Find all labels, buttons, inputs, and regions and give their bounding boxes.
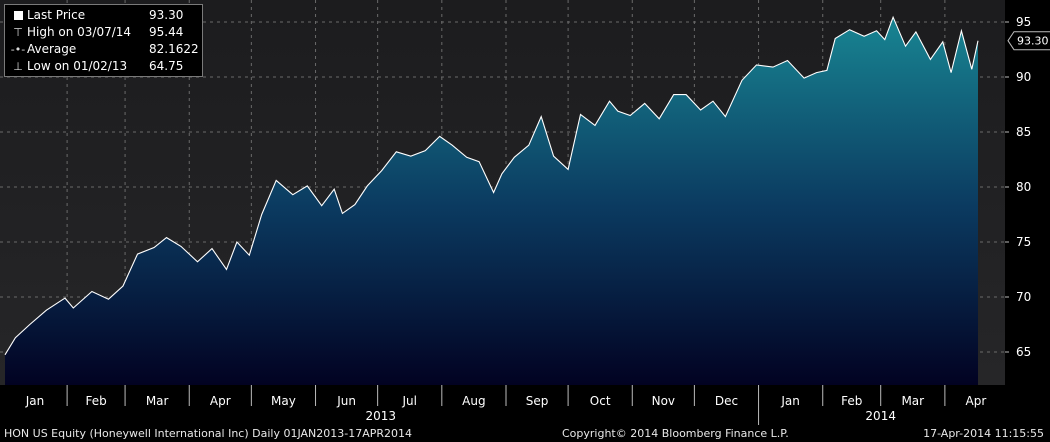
x-tick-label: May	[271, 394, 296, 408]
chart-legend: Last Price 93.30 ⊤ High on 03/07/14 95.4…	[4, 4, 203, 77]
legend-label: High on 03/07/14	[27, 25, 132, 39]
last-price-tag: 93.30	[1007, 31, 1050, 51]
x-tick-label: Jan	[780, 394, 800, 408]
x-axis: Jan Feb Mar Apr May Jun Jul Aug Sep Oct Nov Dec Jan F…	[25, 385, 987, 425]
y-axis: 65 70 75 80 85 90 95	[1005, 15, 1031, 359]
y-tick-label: 70	[1016, 290, 1031, 304]
last-price-tag-text: 93.30	[1017, 35, 1049, 48]
price-area	[5, 17, 978, 385]
legend-label: Low on 01/02/13	[27, 59, 128, 73]
x-tick-label: Feb	[85, 394, 106, 408]
legend-label: Last Price	[27, 8, 86, 22]
legend-label: Average	[27, 42, 77, 56]
x-tick-label: Feb	[841, 394, 862, 408]
footer-copyright: Copyright© 2014 Bloomberg Finance L.P.	[562, 427, 789, 440]
x-tick-label: Dec	[715, 394, 738, 408]
x-year-label: 2014	[865, 409, 896, 423]
x-tick-label: Apr	[210, 394, 231, 408]
last-price-tag-shape	[1007, 31, 1050, 51]
legend-value: 82.1622	[149, 42, 199, 56]
square-icon	[10, 7, 26, 25]
legend-value: 95.44	[149, 25, 184, 39]
y-tick-label: 85	[1016, 125, 1031, 139]
y-tick-label: 80	[1016, 180, 1031, 194]
y-tick-label: 75	[1016, 235, 1031, 249]
x-tick-label: Aug	[462, 394, 485, 408]
x-tick-label: Jan	[25, 394, 45, 408]
x-tick-label: Mar	[901, 394, 924, 408]
average-line-icon: -•-	[10, 43, 26, 56]
footer-timestamp: 17-Apr-2014 11:15:55	[923, 427, 1044, 440]
x-tick-label: Sep	[526, 394, 549, 408]
x-tick-label: Apr	[966, 394, 987, 408]
high-marker-icon: ⊤	[13, 26, 23, 39]
low-marker-icon: ⊥	[13, 60, 23, 73]
x-tick-label: Nov	[652, 394, 675, 408]
x-tick-label: Jul	[401, 394, 416, 408]
price-line	[4, 15, 979, 356]
x-tick-label: Mar	[146, 394, 169, 408]
y-tick-label: 90	[1016, 70, 1031, 84]
y-tick-label: 95	[1016, 15, 1031, 29]
legend-value: 93.30	[149, 8, 184, 22]
legend-value: 64.75	[149, 59, 184, 73]
x-year-label: 2013	[365, 409, 396, 423]
x-tick-label: Jun	[336, 394, 356, 408]
x-tick-label: Oct	[590, 394, 611, 408]
y-tick-label: 65	[1016, 345, 1031, 359]
footer-security-info: HON US Equity (Honeywell International I…	[4, 427, 413, 440]
